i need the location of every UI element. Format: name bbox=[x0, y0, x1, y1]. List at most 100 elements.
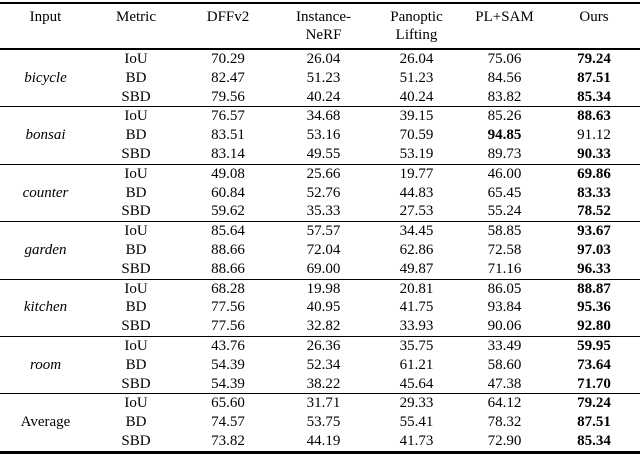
value-cell: 90.33 bbox=[577, 145, 611, 162]
value-cell: 40.24 bbox=[306, 88, 341, 105]
value-cell: 19.98 bbox=[306, 280, 341, 297]
value-cell: 52.76 bbox=[306, 184, 341, 201]
metric-cell: IoU bbox=[124, 108, 148, 125]
value-cell: 39.15 bbox=[399, 108, 434, 125]
value-cell: 71.16 bbox=[487, 260, 522, 277]
value-cell: 88.63 bbox=[577, 108, 611, 125]
value-cell: 53.16 bbox=[306, 127, 341, 144]
value-cell: 62.86 bbox=[399, 241, 434, 258]
value-cell: 19.77 bbox=[399, 165, 434, 182]
column-header-label: NeRF bbox=[305, 26, 342, 43]
value-cell: 96.33 bbox=[577, 260, 611, 277]
value-cell: 34.45 bbox=[399, 223, 434, 240]
value-cell: 91.12 bbox=[577, 127, 611, 144]
value-cell: 46.00 bbox=[487, 165, 522, 182]
value-cell: 94.85 bbox=[487, 127, 522, 144]
metric-cell: IoU bbox=[124, 395, 148, 412]
value-cell: 25.66 bbox=[306, 165, 341, 182]
metric-cell: SBD bbox=[121, 318, 151, 335]
metric-cell: BD bbox=[125, 356, 147, 373]
value-cell: 78.32 bbox=[487, 414, 522, 431]
value-cell: 68.28 bbox=[211, 280, 245, 297]
scene-group-bicycle: bicycle IoU 70.29 26.04 26.04 75.06 79.24 BD 82.… bbox=[0, 49, 640, 107]
data-row: bonsai IoU 76.57 34.68 39.15 85.26 88.63 bbox=[0, 107, 640, 143]
input-cell: kitchen bbox=[23, 299, 68, 316]
metric-cell: BD bbox=[125, 127, 147, 144]
value-cell: 82.47 bbox=[211, 69, 245, 86]
value-cell: 85.64 bbox=[211, 223, 245, 240]
value-cell: 79.56 bbox=[211, 88, 245, 105]
value-cell: 83.51 bbox=[211, 127, 245, 144]
input-cell: room bbox=[29, 356, 62, 373]
value-cell: 44.19 bbox=[306, 432, 341, 449]
data-row: SBD 77.56 32.82 33.93 90.06 92.80 bbox=[0, 317, 640, 336]
data-row: BD 54.39 52.34 61.21 58.60 73.64 bbox=[0, 356, 640, 375]
value-cell: 90.06 bbox=[487, 318, 522, 335]
value-cell: 57.57 bbox=[306, 223, 341, 240]
metric-cell: BD bbox=[125, 414, 147, 431]
value-cell: 54.39 bbox=[211, 356, 245, 373]
column-header-pl-sam: PL+SAM bbox=[461, 3, 548, 49]
column-header-label: Input bbox=[29, 9, 62, 25]
data-row: counter IoU 49.08 25.66 19.77 46.00 69.86 bbox=[0, 164, 640, 201]
column-header-label: Ours bbox=[579, 9, 609, 25]
scene-group-counter: counter IoU 49.08 25.66 19.77 46.00 69.86 BD 60.… bbox=[0, 164, 640, 222]
scene-group-kitchen: kitchen IoU 68.28 19.98 20.81 86.05 88.87 BD 77.… bbox=[0, 279, 640, 337]
value-cell: 26.36 bbox=[306, 337, 341, 354]
column-header-instance-nerf: Instance- NeRF bbox=[275, 3, 372, 49]
value-cell: 54.39 bbox=[211, 375, 245, 392]
value-cell: 77.56 bbox=[211, 318, 245, 335]
value-cell: 97.03 bbox=[577, 241, 611, 258]
value-cell: 52.34 bbox=[306, 356, 341, 373]
column-header-input: Input bbox=[0, 3, 91, 49]
value-cell: 55.24 bbox=[487, 203, 522, 220]
value-cell: 79.24 bbox=[577, 395, 611, 412]
value-cell: 95.36 bbox=[577, 299, 611, 316]
value-cell: 51.23 bbox=[306, 69, 341, 86]
value-cell: 35.75 bbox=[399, 337, 434, 354]
data-row: bicycle IoU 70.29 26.04 26.04 75.06 79.24 bbox=[0, 49, 640, 86]
metric-cell: SBD bbox=[121, 88, 151, 105]
value-cell: 65.45 bbox=[487, 184, 522, 201]
scene-group-garden: garden IoU 85.64 57.57 34.45 58.85 93.67 BD 88.6… bbox=[0, 222, 640, 280]
value-cell: 26.04 bbox=[306, 51, 341, 67]
data-row: kitchen IoU 68.28 19.98 20.81 86.05 88.87 bbox=[0, 279, 640, 316]
value-cell: 87.51 bbox=[577, 414, 611, 431]
input-cell: bonsai bbox=[25, 127, 66, 144]
input-cell: counter bbox=[22, 184, 69, 201]
value-cell: 72.04 bbox=[306, 241, 341, 258]
value-cell: 84.56 bbox=[487, 69, 522, 86]
value-cell: 88.66 bbox=[211, 260, 245, 277]
data-row: SBD 83.14 49.55 53.19 89.73 90.33 bbox=[0, 145, 640, 164]
table-header: Input Metric DFFv2 Instance- NeRF Panoptic Lif… bbox=[0, 3, 640, 49]
value-cell: 49.08 bbox=[211, 165, 245, 182]
column-header-label: PL+SAM bbox=[475, 9, 534, 25]
header-row: Input Metric DFFv2 Instance- NeRF Panoptic Lif… bbox=[0, 3, 640, 49]
value-cell: 77.56 bbox=[211, 299, 245, 316]
value-cell: 61.21 bbox=[399, 356, 434, 373]
value-cell: 85.26 bbox=[487, 108, 522, 125]
value-cell: 49.55 bbox=[306, 145, 341, 162]
metric-cell: SBD bbox=[121, 145, 151, 162]
value-cell: 33.93 bbox=[399, 318, 434, 335]
data-row: BD 60.84 52.76 44.83 65.45 83.33 bbox=[0, 184, 640, 203]
column-header-dffv2: DFFv2 bbox=[181, 3, 275, 49]
value-cell: 49.87 bbox=[399, 260, 434, 277]
value-cell: 41.73 bbox=[399, 432, 434, 449]
value-cell: 70.29 bbox=[211, 51, 245, 67]
value-cell: 45.64 bbox=[399, 375, 434, 392]
data-row: BD 83.51 53.16 70.59 94.85 91.12 bbox=[0, 126, 640, 145]
value-cell: 86.05 bbox=[487, 280, 522, 297]
value-cell: 58.60 bbox=[487, 356, 522, 373]
column-header-label: DFFv2 bbox=[206, 9, 250, 25]
column-header-ours: Ours bbox=[548, 3, 640, 49]
value-cell: 29.33 bbox=[399, 395, 434, 412]
value-cell: 69.00 bbox=[306, 260, 341, 277]
metric-cell: BD bbox=[125, 69, 147, 86]
value-cell: 53.19 bbox=[399, 145, 434, 162]
data-row: SBD 54.39 38.22 45.64 47.38 71.70 bbox=[0, 375, 640, 394]
value-cell: 73.64 bbox=[577, 356, 611, 373]
value-cell: 34.68 bbox=[306, 108, 341, 125]
data-row: BD 82.47 51.23 51.23 84.56 87.51 bbox=[0, 69, 640, 88]
